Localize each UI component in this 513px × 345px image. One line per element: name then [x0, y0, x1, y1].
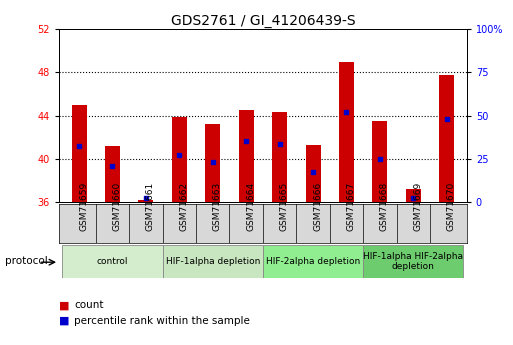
- Text: HIF-1alpha HIF-2alpha
depletion: HIF-1alpha HIF-2alpha depletion: [363, 252, 463, 271]
- Text: GSM71661: GSM71661: [146, 182, 155, 231]
- Text: HIF-2alpha depletion: HIF-2alpha depletion: [266, 257, 360, 266]
- Text: count: count: [74, 300, 104, 310]
- Text: GSM71662: GSM71662: [180, 182, 188, 231]
- Bar: [272, 112, 287, 202]
- Bar: [205, 124, 220, 202]
- Text: GSM71666: GSM71666: [313, 182, 322, 231]
- Bar: [239, 110, 254, 202]
- Bar: [172, 117, 187, 202]
- Bar: [306, 145, 321, 202]
- Text: GSM71663: GSM71663: [213, 182, 222, 231]
- Bar: [406, 189, 421, 202]
- Bar: [163, 245, 263, 278]
- Bar: [71, 105, 87, 202]
- Text: GSM71659: GSM71659: [79, 182, 88, 231]
- Bar: [363, 245, 463, 278]
- Bar: [439, 75, 455, 202]
- Text: GSM71667: GSM71667: [346, 182, 356, 231]
- Bar: [263, 245, 363, 278]
- Text: protocol: protocol: [5, 256, 48, 266]
- Bar: [339, 62, 354, 202]
- Text: GSM71660: GSM71660: [112, 182, 122, 231]
- Text: percentile rank within the sample: percentile rank within the sample: [74, 316, 250, 326]
- Text: HIF-1alpha depletion: HIF-1alpha depletion: [166, 257, 260, 266]
- Text: ■: ■: [59, 316, 69, 326]
- Bar: [63, 245, 163, 278]
- Text: GSM71670: GSM71670: [447, 182, 456, 231]
- Text: control: control: [97, 257, 128, 266]
- Bar: [139, 200, 153, 202]
- Bar: [372, 121, 387, 202]
- Title: GDS2761 / GI_41206439-S: GDS2761 / GI_41206439-S: [171, 14, 355, 28]
- Text: GSM71668: GSM71668: [380, 182, 389, 231]
- Text: ■: ■: [59, 300, 69, 310]
- Bar: [105, 146, 120, 202]
- Text: GSM71664: GSM71664: [246, 182, 255, 231]
- Text: GSM71669: GSM71669: [413, 182, 422, 231]
- Text: GSM71665: GSM71665: [280, 182, 289, 231]
